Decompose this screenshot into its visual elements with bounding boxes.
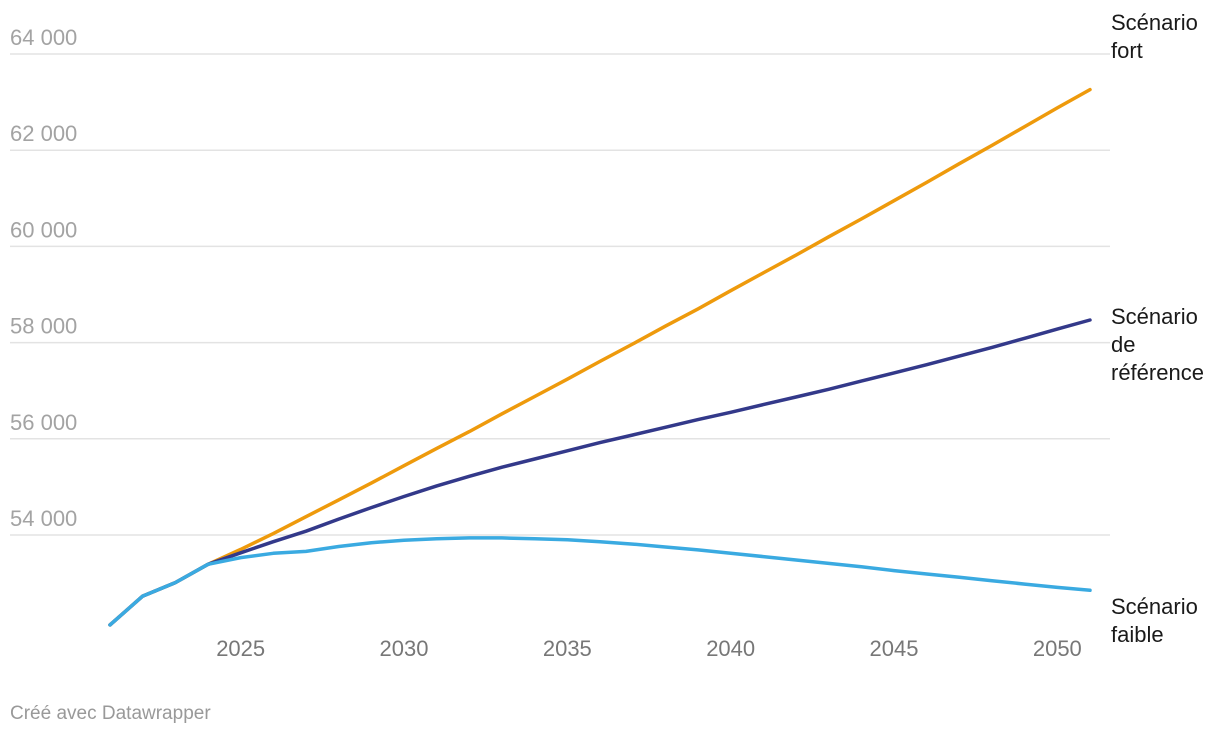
y-tick-label: 58 000 bbox=[10, 314, 77, 339]
series-label-0-line-0: Scénario bbox=[1111, 10, 1198, 35]
x-tick-label: 2050 bbox=[1033, 636, 1082, 661]
series-label-1-line-0: Scénario bbox=[1111, 304, 1198, 329]
x-tick-label: 2030 bbox=[380, 636, 429, 661]
gridlines bbox=[10, 53, 1110, 536]
series-label-0-line-1: fort bbox=[1111, 38, 1143, 63]
x-tick-label: 2045 bbox=[870, 636, 919, 661]
x-axis-tick-labels: 2025 2030 2035 2040 2045 2050 bbox=[216, 636, 1082, 661]
y-tick-label: 54 000 bbox=[10, 506, 77, 531]
series-line-1 bbox=[108, 318, 1092, 627]
x-tick-label: 2025 bbox=[216, 636, 265, 661]
x-tick-label: 2040 bbox=[706, 636, 755, 661]
series-label-1-line-2: référence bbox=[1111, 360, 1204, 385]
y-tick-label: 56 000 bbox=[10, 410, 77, 435]
series-line-0 bbox=[108, 87, 1092, 627]
series-label-2-line-0: Scénario bbox=[1111, 594, 1198, 619]
series-label-1-line-1: de bbox=[1111, 332, 1135, 357]
y-axis-tick-labels: 54 000 56 000 58 000 60 000 62 000 64 000 bbox=[10, 25, 77, 531]
credit-text: Créé avec Datawrapper bbox=[10, 703, 211, 724]
series-label-2-line-1: faible bbox=[1111, 622, 1164, 647]
series-labels: Scénario fort Scénario de référence Scénario f… bbox=[1111, 10, 1204, 647]
series-lines bbox=[108, 87, 1092, 627]
series-line-2 bbox=[108, 536, 1092, 627]
x-tick-label: 2035 bbox=[543, 636, 592, 661]
y-tick-label: 62 000 bbox=[10, 121, 77, 146]
y-tick-label: 60 000 bbox=[10, 217, 77, 242]
y-tick-label: 64 000 bbox=[10, 25, 77, 50]
